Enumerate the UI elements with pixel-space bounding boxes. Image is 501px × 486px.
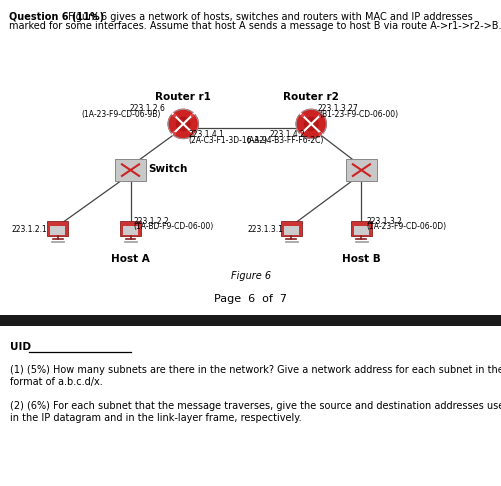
FancyBboxPatch shape (124, 241, 137, 242)
Text: (1A-BD-F9-CD-06-00): (1A-BD-F9-CD-06-00) (133, 223, 213, 231)
FancyBboxPatch shape (350, 221, 371, 236)
FancyBboxPatch shape (115, 159, 146, 181)
Text: (1A-23-F9-CD-06-9B): (1A-23-F9-CD-06-9B) (81, 110, 160, 119)
Text: 223.1.3.1: 223.1.3.1 (247, 226, 283, 234)
FancyBboxPatch shape (0, 315, 501, 326)
Circle shape (304, 117, 318, 130)
Text: 223.1.2.2: 223.1.2.2 (133, 217, 168, 226)
Text: 223.1.3.2: 223.1.3.2 (366, 217, 401, 226)
Circle shape (176, 117, 189, 130)
FancyBboxPatch shape (120, 221, 141, 236)
Text: marked for some interfaces. Assume that host A sends a message to host B via rou: marked for some interfaces. Assume that … (9, 21, 500, 31)
FancyBboxPatch shape (354, 241, 367, 242)
Text: 223.1.2.1: 223.1.2.1 (12, 226, 48, 234)
Text: Router r1: Router r1 (155, 92, 211, 102)
Text: (B1-23-F9-CD-06-00): (B1-23-F9-CD-06-00) (319, 110, 398, 119)
Text: (1A-23-F9-CD-06-0D): (1A-23-F9-CD-06-0D) (366, 223, 446, 231)
FancyBboxPatch shape (283, 226, 298, 235)
Circle shape (168, 109, 198, 139)
Text: (2) (6%) For each subnet that the message traverses, give the source and destina: (2) (6%) For each subnet that the messag… (10, 401, 501, 422)
Text: 223.1.2.6: 223.1.2.6 (130, 104, 165, 113)
Text: 223.1.3.27: 223.1.3.27 (317, 104, 357, 113)
FancyBboxPatch shape (123, 226, 138, 235)
FancyBboxPatch shape (280, 221, 301, 236)
FancyBboxPatch shape (47, 221, 68, 236)
Text: Figure 6 gives a network of hosts, switches and routers with MAC and IP addresse: Figure 6 gives a network of hosts, switc… (65, 12, 472, 22)
Text: Page  6  of  7: Page 6 of 7 (214, 294, 287, 304)
Text: Host B: Host B (341, 254, 380, 263)
Text: Router r2: Router r2 (283, 92, 339, 102)
Text: (2A-C3-F1-3D-16-A2): (2A-C3-F1-3D-16-A2) (188, 136, 267, 145)
Text: 223.1.4.1: 223.1.4.1 (188, 130, 223, 139)
Text: Host A: Host A (111, 254, 150, 263)
Text: UID: UID (10, 343, 31, 352)
Text: Question 6 (11%): Question 6 (11%) (9, 12, 104, 22)
FancyBboxPatch shape (50, 226, 65, 235)
Text: Switch: Switch (148, 164, 187, 174)
FancyBboxPatch shape (345, 159, 376, 181)
FancyBboxPatch shape (353, 226, 368, 235)
Text: 223.1.4.2: 223.1.4.2 (269, 130, 305, 139)
Text: (A3-94-B3-FF-F6-2C): (A3-94-B3-FF-F6-2C) (245, 136, 323, 145)
Text: Figure 6: Figure 6 (230, 271, 271, 281)
Text: (1) (5%) How many subnets are there in the network? Give a network address for e: (1) (5%) How many subnets are there in t… (10, 365, 501, 387)
FancyBboxPatch shape (51, 241, 64, 242)
FancyBboxPatch shape (284, 241, 297, 242)
Circle shape (296, 109, 326, 139)
